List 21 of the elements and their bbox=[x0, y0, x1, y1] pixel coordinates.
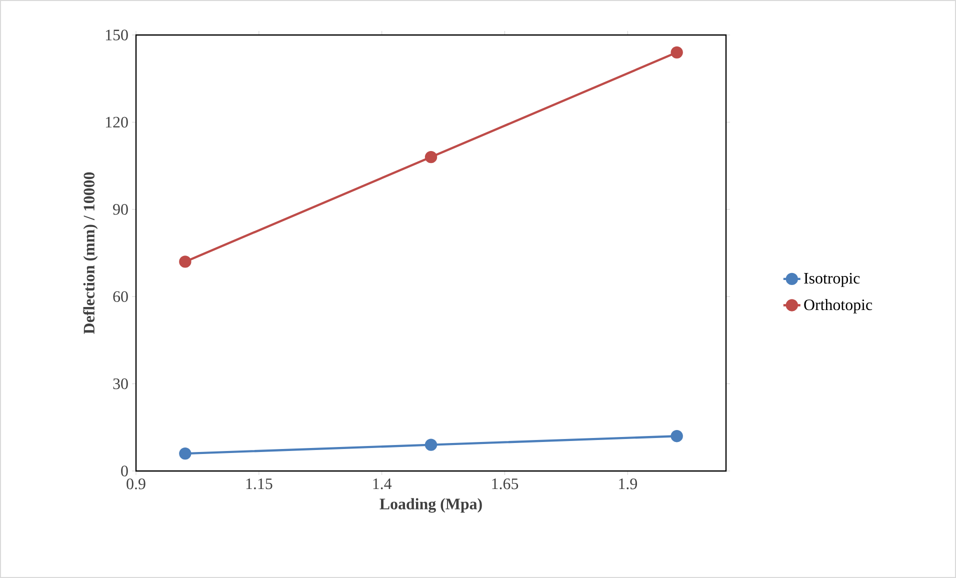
legend-label: Isotropic bbox=[804, 272, 860, 287]
x-tick-label: 1.9 bbox=[619, 478, 637, 490]
point bbox=[424, 150, 438, 164]
point bbox=[179, 447, 192, 460]
x-tick-label: 0.9 bbox=[126, 478, 146, 490]
y-tick-label: 120 bbox=[106, 116, 128, 128]
point bbox=[424, 438, 438, 451]
x-axis-title: Loading (Mpa) bbox=[380, 498, 482, 513]
y-tick-label: 90 bbox=[113, 204, 128, 215]
y-tick-label: 60 bbox=[113, 291, 128, 302]
y-tick-label: 30 bbox=[113, 378, 128, 390]
y-axis-title: Deflection (mm) / 10000 bbox=[83, 172, 98, 334]
point bbox=[670, 430, 683, 442]
point bbox=[670, 46, 683, 59]
x-tick-label: 1.15 bbox=[246, 478, 272, 490]
y-tick-label: 0 bbox=[121, 466, 128, 476]
x-tick-label: 1.4 bbox=[373, 478, 392, 490]
y-tick-label: 150 bbox=[106, 30, 128, 40]
point bbox=[179, 256, 192, 268]
x-tick-label: 1.65 bbox=[492, 478, 518, 490]
legend-label: Orthotopic bbox=[804, 298, 872, 314]
